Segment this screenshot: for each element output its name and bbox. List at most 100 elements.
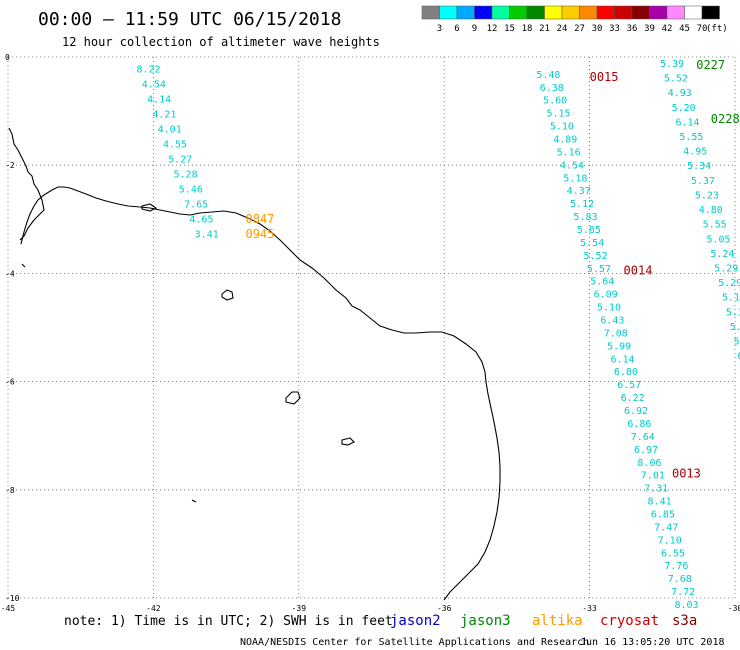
wave-height-label: 4.01 [158,124,182,135]
map-subtitle: 12 hour collection of altimeter wave hei… [62,35,380,49]
wave-height-label: 6.38 [540,83,564,94]
wave-height-label: 5.11 [722,293,740,304]
legend-s3a: s3a [672,613,697,629]
wave-height-label: 6.14 [675,117,699,128]
lat-tick-label: -8 [5,486,15,495]
track-altika: 8.22 4.54 4.14 4.21 4.01 4.55 5.27 5.28 5.46 7.65… [137,64,219,240]
colorbar-swatch [526,5,545,20]
wave-height-label: 5.24 [710,249,734,260]
colorbar-swatch [561,5,580,20]
lat-tick-label: -6 [5,378,15,387]
island-6 [141,203,158,212]
colorbar-swatch [474,5,493,20]
legend-note: note: 1) Time is in UTC; 2) SWH is in fe… [64,614,393,629]
wave-height-label: 6.55 [661,548,685,559]
colorbar-unit: (ft) [706,24,728,34]
wave-height-label: 5.15 [546,109,570,120]
legend-altika: altika [532,613,583,629]
wave-height-label: 6.22 [621,393,645,404]
altimeter-tracks: 8.22 4.54 4.14 4.21 4.01 4.55 5.27 5.28 5.46 7.65… [137,56,740,611]
pass-time-label: 0013 [672,466,701,480]
wave-height-label: 6.80 [614,367,638,378]
wave-height-label: 4.55 [163,139,187,150]
pass-time-label: 0014 [624,264,653,278]
colorbar-swatch [684,5,703,20]
wave-height-label: 7.64 [631,432,655,443]
wave-height-label: 5.29 [718,278,740,289]
colorbar-swatch [439,5,458,20]
wave-height-label: 5.10 [550,122,574,133]
coastline [8,127,501,601]
wave-height-label: 4.14 [147,94,171,105]
island-3 [341,437,355,446]
footer-credit: NOAA/NESDIS Center for Satellite Applica… [240,637,589,648]
wave-height-label: 4.21 [152,109,176,120]
colorbar-tick-label: 21 [539,24,550,34]
wave-height-label: 5.54 [580,238,604,249]
wave-height-label: 3.41 [195,229,219,240]
wave-height-label: 4.89 [553,134,577,145]
wave-height-label: 5.28 [174,169,198,180]
wave-height-label: 6.85 [651,509,675,520]
legend-jason2: jason2 [390,613,441,629]
wave-height-label: 5.34 [687,161,711,172]
axis-labels: -45 -42 -39 -36 -33 -30 0 -2 -4 -6 -8 -10 [1,53,740,613]
wave-height-label: 7.47 [654,522,678,533]
wave-height-label: 7.68 [668,574,692,585]
lat-tick-label: -10 [5,594,20,603]
pass-time-label: 0228 [711,112,740,126]
legend-cryosat: cryosat [600,613,659,629]
colorbar-swatch [544,5,563,20]
wave-height-label: 5.55 [703,220,727,231]
colorbar-tick-label: 27 [574,24,585,34]
legend-jason3: jason3 [460,613,511,629]
brazil-coastline [20,186,501,601]
wave-height-label: 5.38 [726,307,740,318]
wave-height-label: 6.97 [634,445,658,456]
colorbar-swatch [649,5,668,20]
lon-tick-label: -45 [1,604,16,613]
footer-timestamp: Jun 16 13:05:20 UTC 2018 [580,637,725,648]
wave-height-label: 5.20 [672,103,696,114]
lon-tick-label: -30 [728,604,740,613]
wave-height-label: 7.01 [641,471,665,482]
colorbar-tick-label: 3 [437,24,442,34]
island-5 [21,263,26,268]
island-4 [191,499,197,503]
wave-height-label: 5.39 [660,59,684,70]
wave-height-label: 5.48 [536,70,560,81]
wave-height-label: 5.85 [577,225,601,236]
colorbar-tick-label: 42 [662,24,673,34]
wave-height-label: 6.14 [610,354,634,365]
wave-height-label: 5.27 [168,154,192,165]
wave-height-label: 4.65 [189,214,213,225]
wave-height-label: 5.55 [679,132,703,143]
wave-height-label: 4.54 [560,160,584,171]
delta-coastline [8,127,45,241]
pass-time-label: 0847 [245,212,274,226]
wave-height-label: 4.80 [699,205,723,216]
colorbar-tick-label: 18 [522,24,533,34]
map-title: 00:00 – 11:59 UTC 06/15/2018 [38,9,341,30]
wave-height-label: 7.08 [604,328,628,339]
wave-height-label: 7.10 [658,535,682,546]
wave-height-label: 5.37 [691,176,715,187]
wave-height-label: 7.76 [664,561,688,572]
lon-tick-label: -42 [146,604,161,613]
colorbar-swatch [456,5,475,20]
island-2 [285,391,301,405]
colorbar-swatch [666,5,685,20]
wave-height-label: 5.18 [563,173,587,184]
wave-height-label: 6.09 [594,290,618,301]
wave-height-label: 7.31 [644,484,668,495]
wave-height-label: 4.95 [683,147,707,158]
colorbar-swatch [421,5,440,20]
island-1 [221,289,234,301]
wave-height-colorbar: 3 6 9 12 15 18 21 24 27 30 33 36 39 42 45 70 [421,5,720,34]
lat-tick-label: -4 [5,269,15,278]
wave-height-label: 5.57 [587,264,611,275]
wave-height-label: 7.65 [184,199,208,210]
colorbar-swatch [491,5,510,20]
lat-tick-label: 0 [5,53,10,62]
